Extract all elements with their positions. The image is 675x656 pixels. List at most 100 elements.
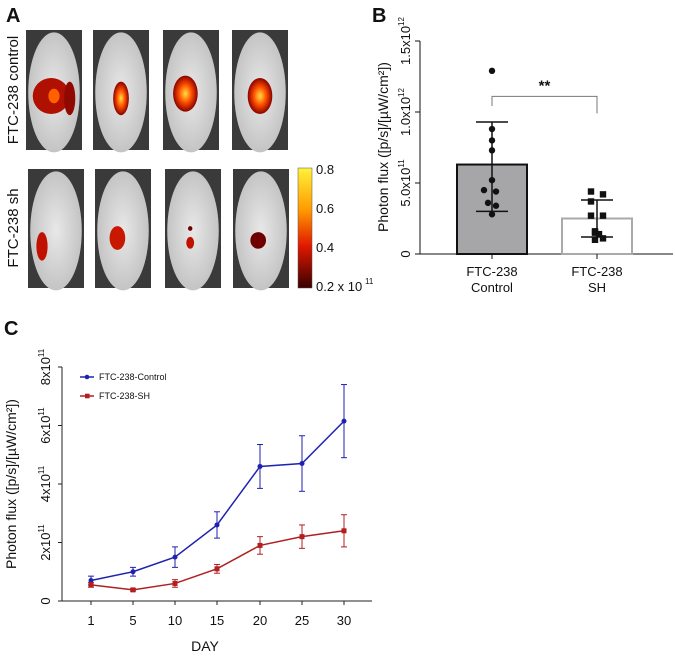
data-point (587, 198, 595, 205)
data-point (88, 578, 94, 584)
legend-marker (84, 374, 90, 380)
legend-marker (85, 393, 90, 399)
mouse-image (232, 30, 288, 153)
panel-a-images (26, 30, 289, 291)
x-tick-label: 5 (129, 613, 136, 628)
tick-label: 0 (38, 597, 53, 604)
data-point (488, 211, 496, 218)
data-point (480, 186, 488, 194)
data-point (595, 230, 603, 238)
x-tick-label: 1 (87, 613, 94, 628)
series-ftc-238-sh: FTC-238-SH (80, 391, 347, 593)
colorbar-tick: 0.6 (316, 201, 334, 216)
data-point (591, 236, 599, 243)
bioluminescence-signal (187, 226, 193, 231)
data-point (591, 229, 599, 236)
tick-label: 2x1011 (37, 524, 53, 561)
data-point (587, 212, 595, 219)
bioluminescence-signal (186, 236, 195, 249)
x-tick-label: FTC-238 (466, 264, 517, 279)
x-tick-label: 25 (295, 613, 309, 628)
data-point (341, 528, 347, 534)
tick-label: 0 (398, 250, 413, 257)
tick-label: 6x1011 (37, 407, 53, 444)
panel-label-c: C (4, 318, 18, 340)
mouse-body (235, 171, 287, 291)
data-point (88, 582, 94, 588)
data-point (130, 569, 136, 575)
bioluminescence-signal (64, 81, 76, 116)
bioluminescence-signal (36, 232, 48, 261)
data-point (492, 202, 500, 209)
data-point (488, 137, 496, 144)
bioluminescence-signal (247, 78, 273, 114)
bioluminescence-signal (173, 75, 198, 112)
tick-label: 1.5x1012 (397, 16, 413, 64)
x-tick-label: 15 (210, 613, 224, 628)
mouse-image (28, 169, 84, 291)
x-axis-label: DAY (191, 638, 219, 654)
data-point (488, 176, 496, 184)
series-line (90, 530, 345, 591)
tick-label: 1.0x1012 (397, 87, 413, 135)
colorbar (297, 167, 313, 289)
series-ftc-238-control: FTC-238-Control (80, 372, 347, 586)
panel-label-b: B (372, 5, 386, 27)
x-tick-label: 30 (337, 613, 351, 628)
mouse-image (26, 30, 82, 153)
tick-label: 5.0x1011 (397, 159, 413, 207)
bioluminescence-signal (250, 232, 267, 249)
tick-label: 4x1011 (37, 465, 53, 502)
mouse-image (233, 169, 289, 291)
data-point (214, 522, 220, 528)
data-point (341, 418, 347, 424)
data-point (599, 191, 607, 198)
x-tick-label: SH (588, 280, 606, 295)
data-point (214, 566, 220, 572)
significance-bracket (491, 95, 598, 114)
row-label-control: FTC-238 control (5, 36, 22, 144)
colorbar-tick: 0.4 (316, 240, 334, 255)
data-point (484, 199, 492, 207)
data-point (587, 188, 595, 195)
bioluminescence-signal (109, 226, 126, 250)
mouse-image (93, 30, 149, 153)
colorbar-exponent: 11 (365, 277, 374, 286)
tick-label: 8x1011 (37, 348, 53, 385)
data-point (599, 235, 607, 242)
data-point (488, 147, 496, 154)
data-point (492, 188, 500, 195)
colorbar-tick: 0.8 (316, 162, 334, 177)
mouse-body (167, 171, 219, 291)
x-tick-label: 10 (168, 613, 182, 628)
data-point (172, 580, 178, 586)
panel-label-a: A (6, 5, 20, 27)
legend-label: FTC-238-SH (99, 391, 150, 401)
data-point (299, 534, 305, 540)
bioluminescence-signal (113, 81, 129, 116)
mouse-image (163, 30, 219, 153)
y-axis-label: Photon flux ([p/s]/[µW/cm²]) (3, 399, 19, 569)
data-point (299, 461, 305, 467)
mouse-image (165, 169, 221, 291)
legend-label: FTC-238-Control (99, 372, 167, 382)
data-point (488, 125, 496, 133)
row-label-sh: FTC-238 sh (5, 188, 22, 267)
colorbar-tick: 0.2 x 10 (316, 279, 362, 294)
panel-b-bar-chart: 0 5.0x1011 1.0x1012 1.5x1012 Photon flux ([p… (375, 16, 673, 295)
significance-label: ** (539, 78, 551, 95)
x-tick-label: Control (471, 280, 513, 295)
data-point (257, 463, 263, 469)
y-axis-label: Photon flux ([p/s]/[µW/cm²]) (375, 62, 391, 232)
bioluminescence-signal (48, 88, 60, 104)
data-point (599, 212, 607, 219)
x-tick-label: 20 (253, 613, 267, 628)
mouse-body (30, 171, 82, 291)
data-point (257, 542, 263, 548)
data-point (130, 587, 136, 593)
mouse-image (95, 169, 151, 291)
series-line (90, 420, 345, 582)
data-point (488, 67, 496, 75)
